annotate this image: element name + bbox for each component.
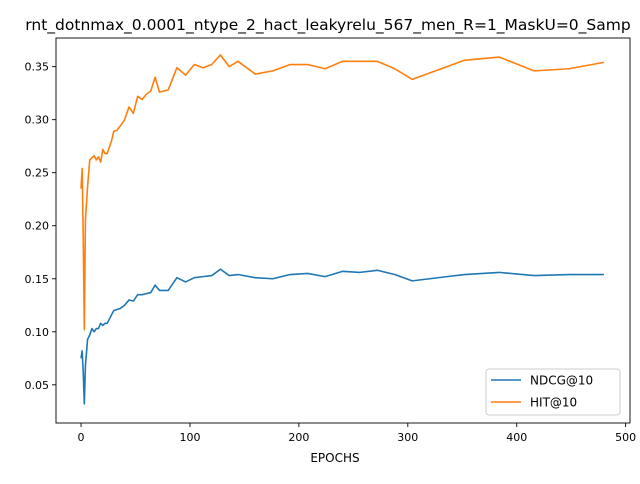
y-tick-label: 0.25 [25,167,50,180]
y-tick-label: 0.05 [25,379,50,392]
y-axis-ticks: 0.05 0.10 0.15 0.20 0.25 0.30 0.35 [25,61,56,392]
series-line-hit-10 [80,54,605,331]
legend: NDCG@10 HIT@10 [485,368,621,416]
chart-title: rnt_dotnmax_0.0001_ntype_2_hact_leakyrel… [25,16,630,35]
plot-frame [55,37,631,424]
plot-lines [80,54,605,405]
y-tick-label: 0.15 [25,273,50,286]
y-tick-label: 0.30 [25,114,50,127]
y-tick-label: 0.10 [25,326,50,339]
legend-label-hit: HIT@10 [530,396,577,410]
x-tick-label: 300 [397,431,418,444]
x-tick-label: 100 [179,431,200,444]
x-axis-label: EPOCHS [310,451,359,465]
x-axis-ticks: 0 100 200 300 400 500 [78,423,636,444]
legend-label-ndcg: NDCG@10 [530,374,593,388]
y-tick-label: 0.35 [25,61,50,74]
x-tick-label: 0 [78,431,85,444]
x-tick-label: 200 [288,431,309,444]
y-tick-label: 0.20 [25,220,50,233]
x-tick-label: 500 [615,431,636,444]
x-tick-label: 400 [506,431,527,444]
series-line-ndcg-10 [80,268,604,405]
